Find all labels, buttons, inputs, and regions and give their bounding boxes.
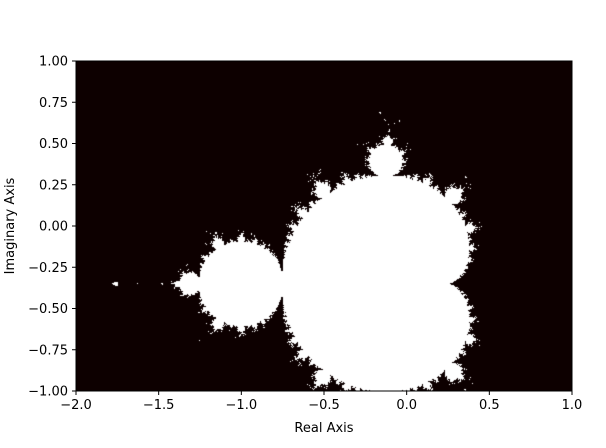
y-tick-label: −0.50 — [28, 302, 68, 317]
y-tick-label: −1.00 — [28, 385, 68, 400]
y-tick-label: 0.00 — [39, 220, 68, 235]
y-axis: 1.00 0.75 0.50 0.25 0.00 −0.25 −0.50 −0.75 −1.00 — [28, 55, 76, 400]
y-tick-label: 0.75 — [39, 96, 68, 111]
x-tick-label: 0.0 — [396, 398, 417, 413]
y-tick-label: −0.75 — [28, 343, 68, 358]
x-axis-label: Real Axis — [294, 421, 353, 436]
x-tick-label: 0.5 — [479, 398, 500, 413]
y-axis-label: Imaginary Axis — [3, 177, 18, 274]
y-tick-label: −0.25 — [28, 261, 68, 276]
x-tick-label: −0.5 — [308, 398, 340, 413]
y-tick-label: 0.50 — [39, 137, 68, 152]
x-tick-label: −1.0 — [226, 398, 258, 413]
x-axis: −2.0 −1.5 −1.0 −0.5 0.0 0.5 1.0 — [60, 391, 582, 413]
x-tick-label: −1.5 — [143, 398, 175, 413]
x-tick-label: 1.0 — [562, 398, 583, 413]
x-tick-label: −2.0 — [60, 398, 92, 413]
mandelbrot-heatmap — [76, 61, 572, 391]
y-tick-label: 1.00 — [39, 55, 68, 70]
y-tick-label: 0.25 — [39, 178, 68, 193]
